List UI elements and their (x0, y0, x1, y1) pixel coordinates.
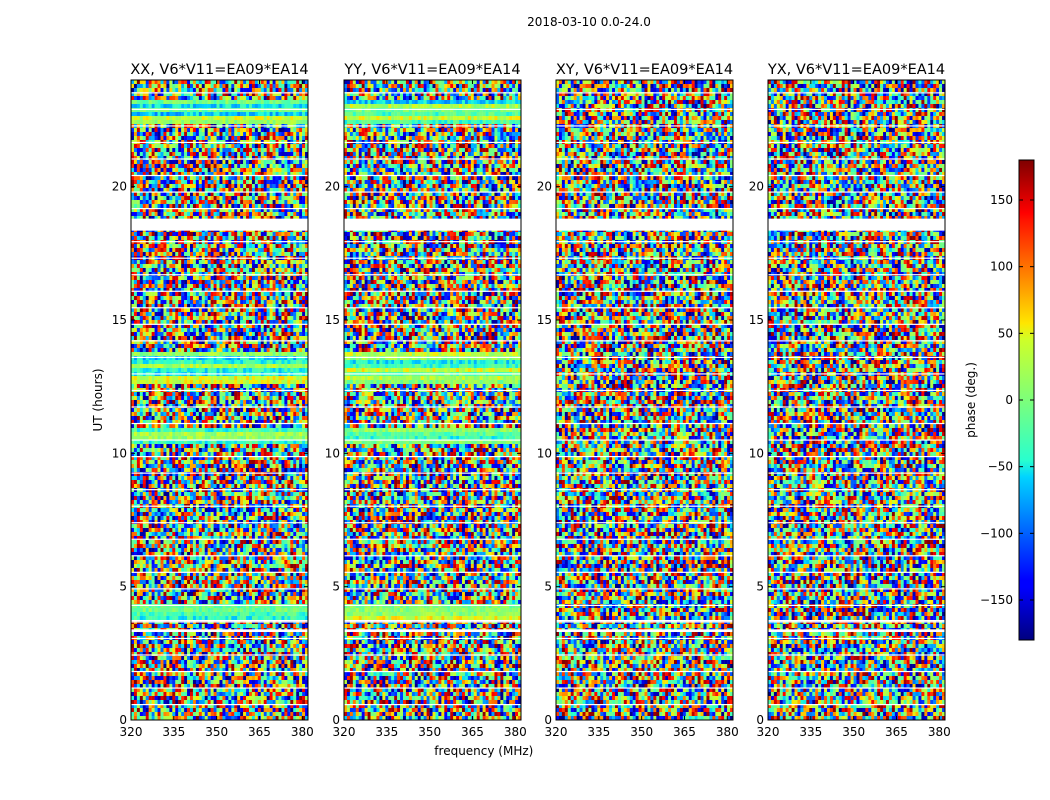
panels-group: XX, V6*V11=EA09*EA14 320 335 350 365 380 0 5 10 1… (91, 62, 951, 758)
x-tick-label: 365 (673, 725, 696, 739)
x-tick-label: 350 (418, 725, 441, 739)
flagged-band (556, 629, 733, 632)
x-tick-label: 320 (757, 725, 780, 739)
y-tick-label: 20 (112, 180, 127, 194)
colorbar-tick-label: −100 (980, 526, 1013, 540)
colorbar-tick-label: 150 (990, 193, 1013, 207)
y-tick-label: 0 (756, 713, 764, 727)
x-tick-label: 380 (291, 725, 314, 739)
flagged-band (344, 629, 521, 632)
y-tick-label: 5 (332, 580, 340, 594)
colorbar-tick-label: −150 (980, 593, 1013, 607)
x-tick-label: 365 (461, 725, 484, 739)
flagged-band (131, 629, 308, 632)
x-axis-label: frequency (MHz) (434, 744, 533, 758)
y-tick-label: 15 (537, 313, 552, 327)
x-tick-label: 350 (630, 725, 653, 739)
y-tick-label: 15 (112, 313, 127, 327)
colorbar-tick-label: −50 (988, 460, 1013, 474)
x-tick-label: 320 (120, 725, 143, 739)
panel-title: YX, V6*V11=EA09*EA14 (767, 62, 945, 78)
flagged-band (768, 629, 945, 632)
panel-1: XX, V6*V11=EA09*EA14 320 335 350 365 380 0 5 10 1… (91, 62, 314, 739)
x-tick-label: 350 (205, 725, 228, 739)
panel-title: YY, V6*V11=EA09*EA14 (343, 62, 520, 78)
x-tick-label: 335 (587, 725, 610, 739)
y-tick-label: 10 (537, 446, 552, 460)
y-tick-label: 20 (749, 180, 764, 194)
x-tick-label: 335 (375, 725, 398, 739)
x-tick-label: 350 (842, 725, 865, 739)
panel-2: YY, V6*V11=EA09*EA14 320 335 350 365 380 0 5 10 1… (325, 62, 534, 758)
y-tick-label: 15 (325, 313, 340, 327)
flagged-band (131, 620, 308, 621)
y-tick-label: 20 (537, 180, 552, 194)
x-tick-label: 380 (504, 725, 527, 739)
colorbar-tick-label: 0 (1005, 393, 1013, 407)
colorbar-tick-label: 50 (998, 326, 1013, 340)
x-tick-label: 335 (799, 725, 822, 739)
x-tick-label: 320 (333, 725, 356, 739)
x-tick-label: 380 (928, 725, 951, 739)
panel-4: YX, V6*V11=EA09*EA14 320 335 350 365 380 0 5 10 1… (749, 62, 951, 739)
y-tick-label: 5 (119, 580, 127, 594)
flagged-band (344, 620, 521, 621)
x-tick-label: 365 (885, 725, 908, 739)
colorbar-tick-label: 100 (990, 260, 1013, 274)
figure-suptitle: 2018-03-10 0.0-24.0 (527, 15, 651, 29)
colorbar-label: phase (deg.) (964, 362, 978, 438)
y-tick-label: 10 (325, 446, 340, 460)
y-tick-label: 15 (749, 313, 764, 327)
panel-title: XY, V6*V11=EA09*EA14 (556, 62, 733, 78)
y-tick-label: 5 (756, 580, 764, 594)
y-axis-label: UT (hours) (91, 368, 105, 431)
y-tick-label: 10 (112, 446, 127, 460)
panel-title: XX, V6*V11=EA09*EA14 (130, 62, 308, 78)
y-tick-label: 0 (544, 713, 552, 727)
y-tick-label: 0 (119, 713, 127, 727)
y-tick-label: 10 (749, 446, 764, 460)
flagged-band (768, 620, 945, 621)
y-tick-label: 0 (332, 713, 340, 727)
panel-3: XY, V6*V11=EA09*EA14 320 335 350 365 380 0 5 10 1… (537, 62, 739, 739)
x-tick-label: 380 (716, 725, 739, 739)
x-tick-label: 335 (162, 725, 185, 739)
y-tick-label: 20 (325, 180, 340, 194)
colorbar: 150 100 50 0 −50 −100 −150 phase (deg.) (964, 160, 1034, 640)
x-tick-label: 365 (248, 725, 271, 739)
y-tick-label: 5 (544, 580, 552, 594)
flagged-band (556, 620, 733, 621)
x-tick-label: 320 (545, 725, 568, 739)
